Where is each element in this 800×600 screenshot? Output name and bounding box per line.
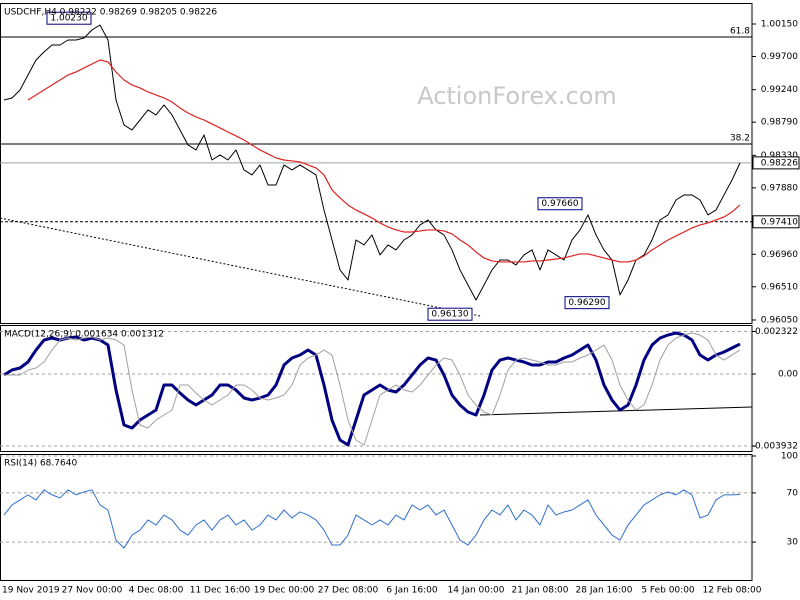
panel-title: MACD(12,26,9) 0.001634 0.001312 [4, 330, 164, 340]
y-tick-label: 0.96510 [761, 282, 798, 292]
annotation-label: 0.96130 [431, 310, 468, 320]
fib-level-label: 61.8 [730, 26, 750, 36]
y-tick-label: 0.97880 [761, 183, 798, 193]
x-tick-label: 21 Jan 08:00 [512, 586, 569, 596]
panel-title: RSI(14) 68.7640 [4, 459, 77, 469]
panel-frame [0, 325, 753, 452]
x-tick-label: 28 Jan 16:00 [576, 586, 633, 596]
annotation-box [427, 307, 473, 321]
annotation-label: 0.96290 [568, 298, 605, 308]
y-tick-label: 0.99700 [761, 52, 798, 62]
price-marker-box [752, 156, 800, 170]
y-tick-label: 0.96960 [761, 250, 798, 260]
x-tick-label: 14 Jan 00:00 [448, 586, 505, 596]
series-line [4, 332, 741, 446]
macd-trend-line [479, 406, 753, 416]
watermark: ActionForex.com [417, 82, 617, 110]
x-tick-label: 27 Nov 00:00 [62, 586, 123, 596]
fib-level-label: 38.2 [730, 133, 750, 143]
price-marker-label: 0.98226 [761, 158, 798, 168]
y-tick-label: 100 [781, 452, 798, 462]
annotation-box [564, 296, 610, 310]
series-line [27, 59, 741, 263]
x-tick-label: 27 Dec 08:00 [318, 586, 379, 596]
y-tick-label: 30 [787, 538, 799, 548]
y-tick-label: -0.003932 [752, 442, 798, 452]
series-line [3, 489, 741, 549]
y-tick-label: 1.00150 [761, 19, 798, 29]
annotation-box [46, 11, 92, 25]
x-tick-label: 5 Feb 00:00 [641, 586, 695, 596]
panel-frame [0, 454, 753, 581]
y-tick-label: 70 [787, 488, 799, 498]
y-tick-label: 0.99240 [761, 85, 798, 95]
price-marker-label: 0.97410 [761, 217, 798, 227]
series-line [3, 24, 741, 301]
annotation-label: 1.00230 [50, 14, 87, 24]
price-marker-box [752, 215, 800, 229]
y-tick-label: 0.00 [778, 370, 798, 380]
x-tick-label: 6 Jan 16:00 [386, 586, 438, 596]
y-tick-label: 0.98330 [761, 151, 798, 161]
y-tick-label: 0.96050 [761, 315, 798, 325]
y-tick-label: 0.98790 [761, 118, 798, 128]
x-tick-label: 4 Dec 08:00 [129, 586, 184, 596]
panel-frame [0, 3, 753, 324]
x-tick-label: 11 Dec 16:00 [190, 586, 251, 596]
x-tick-label: 19 Nov 2019 [2, 586, 60, 596]
annotation-box [537, 197, 583, 211]
x-tick-label: 12 Feb 08:00 [702, 586, 761, 596]
panel-title: USDCHF,H4 0.98222 0.98269 0.98205 0.9822… [4, 8, 217, 18]
series-line [3, 331, 741, 447]
trend-line [0, 217, 481, 317]
y-tick-label: 0.002322 [755, 327, 798, 337]
x-tick-label: 19 Dec 00:00 [254, 586, 315, 596]
annotation-label: 0.97660 [541, 199, 578, 209]
